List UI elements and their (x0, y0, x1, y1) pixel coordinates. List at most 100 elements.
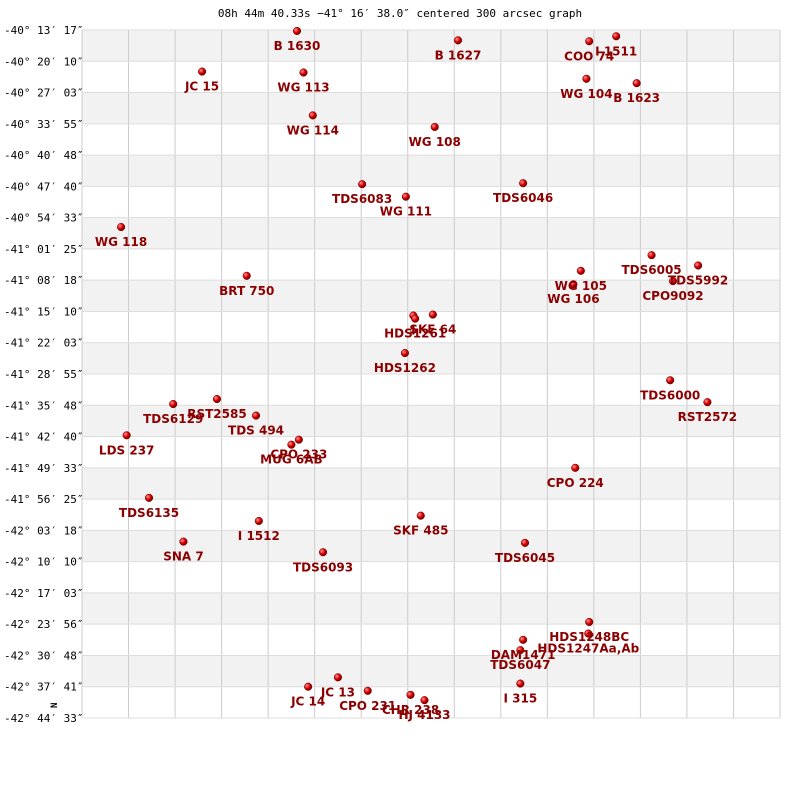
y-tick-label: -40° 47′ 40″ (4, 180, 83, 193)
star-marker (571, 463, 580, 472)
y-tick-label: -41° 42′ 40″ (4, 431, 83, 444)
y-tick-label: -41° 35′ 48″ (4, 399, 83, 412)
y-tick-label: -40° 40′ 48″ (4, 149, 83, 162)
star-label: LDS 237 (99, 443, 154, 457)
star-label: JC 15 (184, 80, 219, 94)
star-label: B 1630 (274, 39, 321, 53)
star-label: JC 13 (320, 685, 355, 699)
row-band (82, 217, 780, 249)
star-marker (292, 26, 302, 35)
star-marker (430, 122, 439, 131)
row-band (82, 686, 780, 718)
star-label: TDS6083 (332, 192, 392, 206)
star-marker (299, 68, 308, 77)
star-marker (632, 79, 641, 88)
star-marker (411, 314, 420, 323)
star-label: TDS5992 (668, 273, 728, 287)
star-marker (519, 635, 528, 644)
star-label: WG 104 (560, 87, 612, 101)
star-marker (582, 74, 591, 83)
star-label: CPO 224 (547, 476, 604, 490)
star-marker (122, 431, 131, 440)
star-marker (304, 682, 313, 691)
star-label: CHR 238 (382, 703, 439, 717)
row-band (82, 123, 780, 156)
star-label: BRT 750 (219, 284, 274, 298)
star-label: SKF 64 (409, 323, 456, 337)
star-marker (308, 111, 317, 120)
star-label: JC 14 (290, 695, 325, 709)
star-label: HDS1247Aa,Ab (537, 642, 639, 656)
star-marker (585, 37, 594, 46)
star-label: I 315 (503, 692, 537, 706)
star-marker (647, 251, 656, 260)
star-marker (212, 394, 221, 404)
star-marker (668, 277, 678, 286)
y-tick-label: -41° 49′ 33″ (4, 462, 83, 475)
row-band (82, 592, 780, 625)
y-tick-label: -40° 27′ 03″ (4, 87, 83, 100)
star-marker (406, 690, 415, 699)
y-tick-label: -40° 33′ 55″ (4, 118, 83, 131)
row-band (82, 467, 780, 500)
star-label: TDS6047 (490, 658, 550, 672)
star-label: WG 108 (409, 135, 461, 149)
star-marker (198, 67, 207, 76)
star-label: I (411, 324, 415, 338)
y-tick-label: -41° 15′ 10″ (4, 305, 83, 318)
star-label: TDS6046 (493, 191, 553, 205)
star-label: RST2585 (187, 407, 246, 421)
star-label: TDS6045 (495, 551, 555, 565)
row-band (82, 436, 780, 468)
y-gridlines (82, 29, 780, 719)
y-tick-label: -41° 22′ 03″ (4, 337, 83, 350)
star-label: CPO 233 (270, 448, 327, 462)
star-label: B 1623 (613, 91, 660, 105)
star-label: WG 118 (95, 235, 147, 249)
star-marker (584, 629, 593, 638)
row-band (82, 405, 780, 437)
y-tick-label: -42° 17′ 03″ (4, 587, 83, 600)
star-marker (401, 192, 410, 201)
star-marker (363, 686, 372, 695)
star-label: WG 114 (287, 123, 339, 137)
star-marker (666, 376, 675, 385)
y-tick-label: -42° 10′ 10″ (4, 556, 83, 569)
star-label: HDS1261 (384, 327, 446, 341)
y-tick-label: -41° 56′ 25″ (4, 493, 83, 506)
star-marker (569, 280, 578, 289)
star-label: TDS 494 (228, 424, 284, 438)
y-tick-label: -40° 13′ 17″ (4, 24, 83, 37)
star-marker (144, 493, 154, 502)
star-marker (585, 617, 594, 627)
chart-title: 08h 44m 40.33s −41° 16′ 38.0″ centered 3… (218, 7, 582, 20)
star-label: HDS1248BC (549, 630, 629, 644)
row-band (82, 655, 780, 687)
star-marker (179, 537, 188, 546)
star-label: B 1627 (435, 48, 482, 62)
y-tick-label: -42° 23′ 56″ (4, 618, 83, 631)
row-band (82, 92, 780, 124)
star-marker (400, 348, 409, 358)
star-marker (520, 538, 530, 547)
row-band (82, 499, 780, 531)
row-band (82, 186, 780, 218)
star-label: TDS6093 (293, 560, 353, 574)
star-label: HJ 4133 (398, 708, 450, 722)
star-marker (516, 679, 525, 688)
y-tick-label: -42° 30′ 48″ (4, 649, 83, 662)
star-marker (169, 399, 178, 409)
star-label: TDS6005 (621, 263, 681, 277)
row-band (82, 561, 780, 593)
y-tick-label: -41° 01′ 25″ (4, 243, 83, 256)
star-label: WG 113 (277, 81, 329, 95)
star-label: DAM1471 (491, 648, 556, 662)
star-label: WG 111 (380, 205, 432, 219)
star-marker (576, 266, 585, 275)
y-tick-label: -41° 28′ 55″ (4, 368, 83, 381)
star-marker (318, 548, 328, 557)
star-marker (117, 222, 126, 232)
y-tick-label: -42° 37′ 41″ (4, 681, 83, 694)
star-label: SNA 7 (163, 550, 204, 564)
star-label: RST2572 (678, 410, 737, 424)
